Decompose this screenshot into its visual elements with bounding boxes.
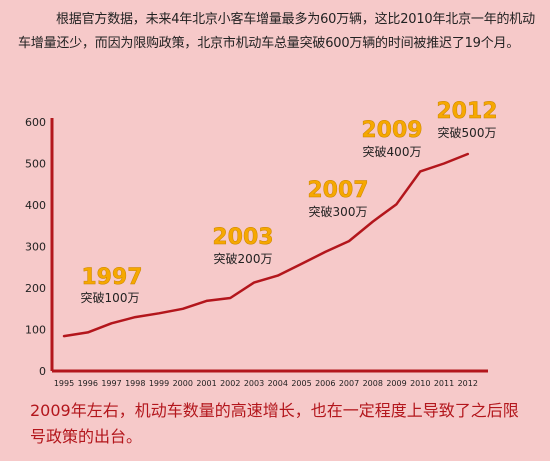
- y-tick-label: 600: [25, 116, 46, 129]
- x-tick-label: 2002: [220, 379, 240, 388]
- x-tick-label: 2004: [268, 379, 288, 388]
- x-tick-label: 2007: [339, 379, 359, 388]
- x-tick-label: 2000: [173, 379, 193, 388]
- annotation-text-2007: 突破300万: [309, 204, 368, 219]
- y-tick-label: 300: [25, 241, 46, 254]
- x-tick-label: 2003: [244, 379, 264, 388]
- outro-paragraph: 2009年左右，机动车数量的高速增长，也在一定程度上导致了之后限号政策的出台。: [30, 401, 519, 446]
- y-tick-label: 400: [25, 199, 46, 212]
- annotation-text-2003: 突破200万: [214, 251, 273, 266]
- annotation-year-1997: 1997: [81, 265, 142, 290]
- x-tick-label: 1997: [101, 379, 121, 388]
- x-tick-label: 1996: [78, 379, 98, 388]
- intro-paragraph: 根据官方数据，未来4年北京小客车增量最多为60万辆，这比2010年北京一年的机动…: [18, 12, 535, 51]
- x-tick-label: 2005: [291, 379, 311, 388]
- annotation-year-2007: 2007: [307, 178, 368, 203]
- annotation-year-2003: 2003: [212, 225, 273, 250]
- x-tick-label: 2006: [315, 379, 335, 388]
- annotation-year-2012: 2012: [436, 99, 497, 124]
- y-tick-label: 500: [25, 158, 46, 171]
- x-tick-label: 2012: [458, 379, 478, 388]
- annotation-text-2012: 突破500万: [438, 125, 497, 140]
- x-tick-label: 2001: [196, 379, 216, 388]
- annotation-text-2009: 突破400万: [363, 144, 422, 159]
- y-tick-label: 200: [25, 282, 46, 295]
- x-tick-label: 1995: [54, 379, 74, 388]
- annotation-year-2009: 2009: [361, 118, 422, 143]
- x-tick-label: 2009: [386, 379, 406, 388]
- y-tick-label: 100: [25, 324, 46, 337]
- x-tick-label: 2010: [410, 379, 430, 388]
- series-line: [62, 152, 470, 338]
- x-tick-label: 1998: [125, 379, 145, 388]
- y-tick-label: 0: [39, 365, 46, 378]
- x-tick-label: 2008: [363, 379, 383, 388]
- x-tick-label: 1999: [149, 379, 169, 388]
- annotation-text-1997: 突破100万: [81, 290, 140, 305]
- x-tick-label: 2011: [434, 379, 454, 388]
